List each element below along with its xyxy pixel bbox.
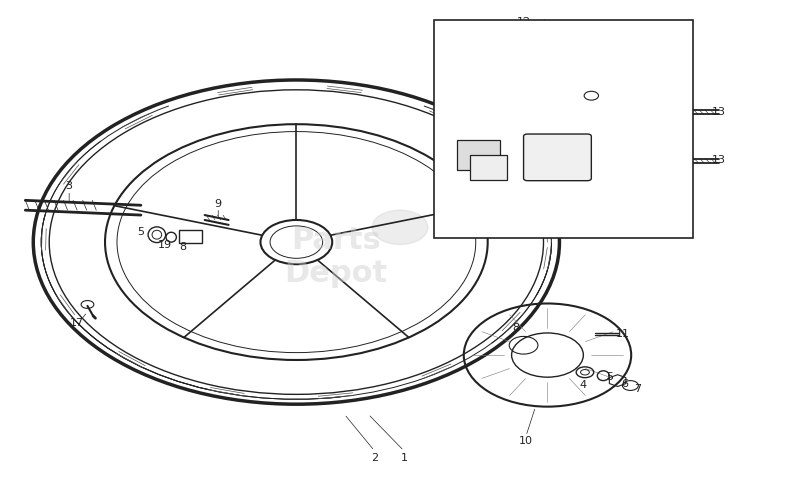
Text: 11: 11 (616, 329, 630, 339)
Text: 14: 14 (450, 179, 465, 189)
Text: 13: 13 (712, 107, 726, 117)
Text: 9: 9 (214, 199, 222, 209)
FancyBboxPatch shape (470, 155, 507, 180)
Text: 3: 3 (66, 181, 73, 191)
Text: 18: 18 (556, 190, 570, 201)
Text: 8: 8 (512, 323, 519, 333)
Text: 1: 1 (401, 453, 407, 463)
Text: 10: 10 (519, 436, 533, 446)
Text: 16: 16 (594, 90, 608, 100)
Text: 5: 5 (606, 372, 613, 382)
Circle shape (372, 210, 428, 245)
Text: 17: 17 (70, 318, 84, 328)
Text: 6: 6 (622, 378, 628, 389)
Text: 19: 19 (158, 240, 172, 249)
Text: 2: 2 (371, 453, 378, 463)
Text: Parts
Depot: Parts Depot (285, 226, 388, 288)
Text: 8: 8 (179, 242, 186, 252)
Text: 13: 13 (712, 155, 726, 165)
FancyBboxPatch shape (523, 134, 591, 181)
Text: 5: 5 (138, 227, 145, 237)
Text: 7: 7 (634, 384, 641, 394)
Text: 15: 15 (519, 124, 533, 134)
Text: 12: 12 (517, 17, 530, 27)
Text: 4: 4 (580, 379, 587, 390)
FancyBboxPatch shape (458, 140, 501, 170)
FancyBboxPatch shape (179, 230, 202, 243)
FancyBboxPatch shape (434, 20, 693, 238)
